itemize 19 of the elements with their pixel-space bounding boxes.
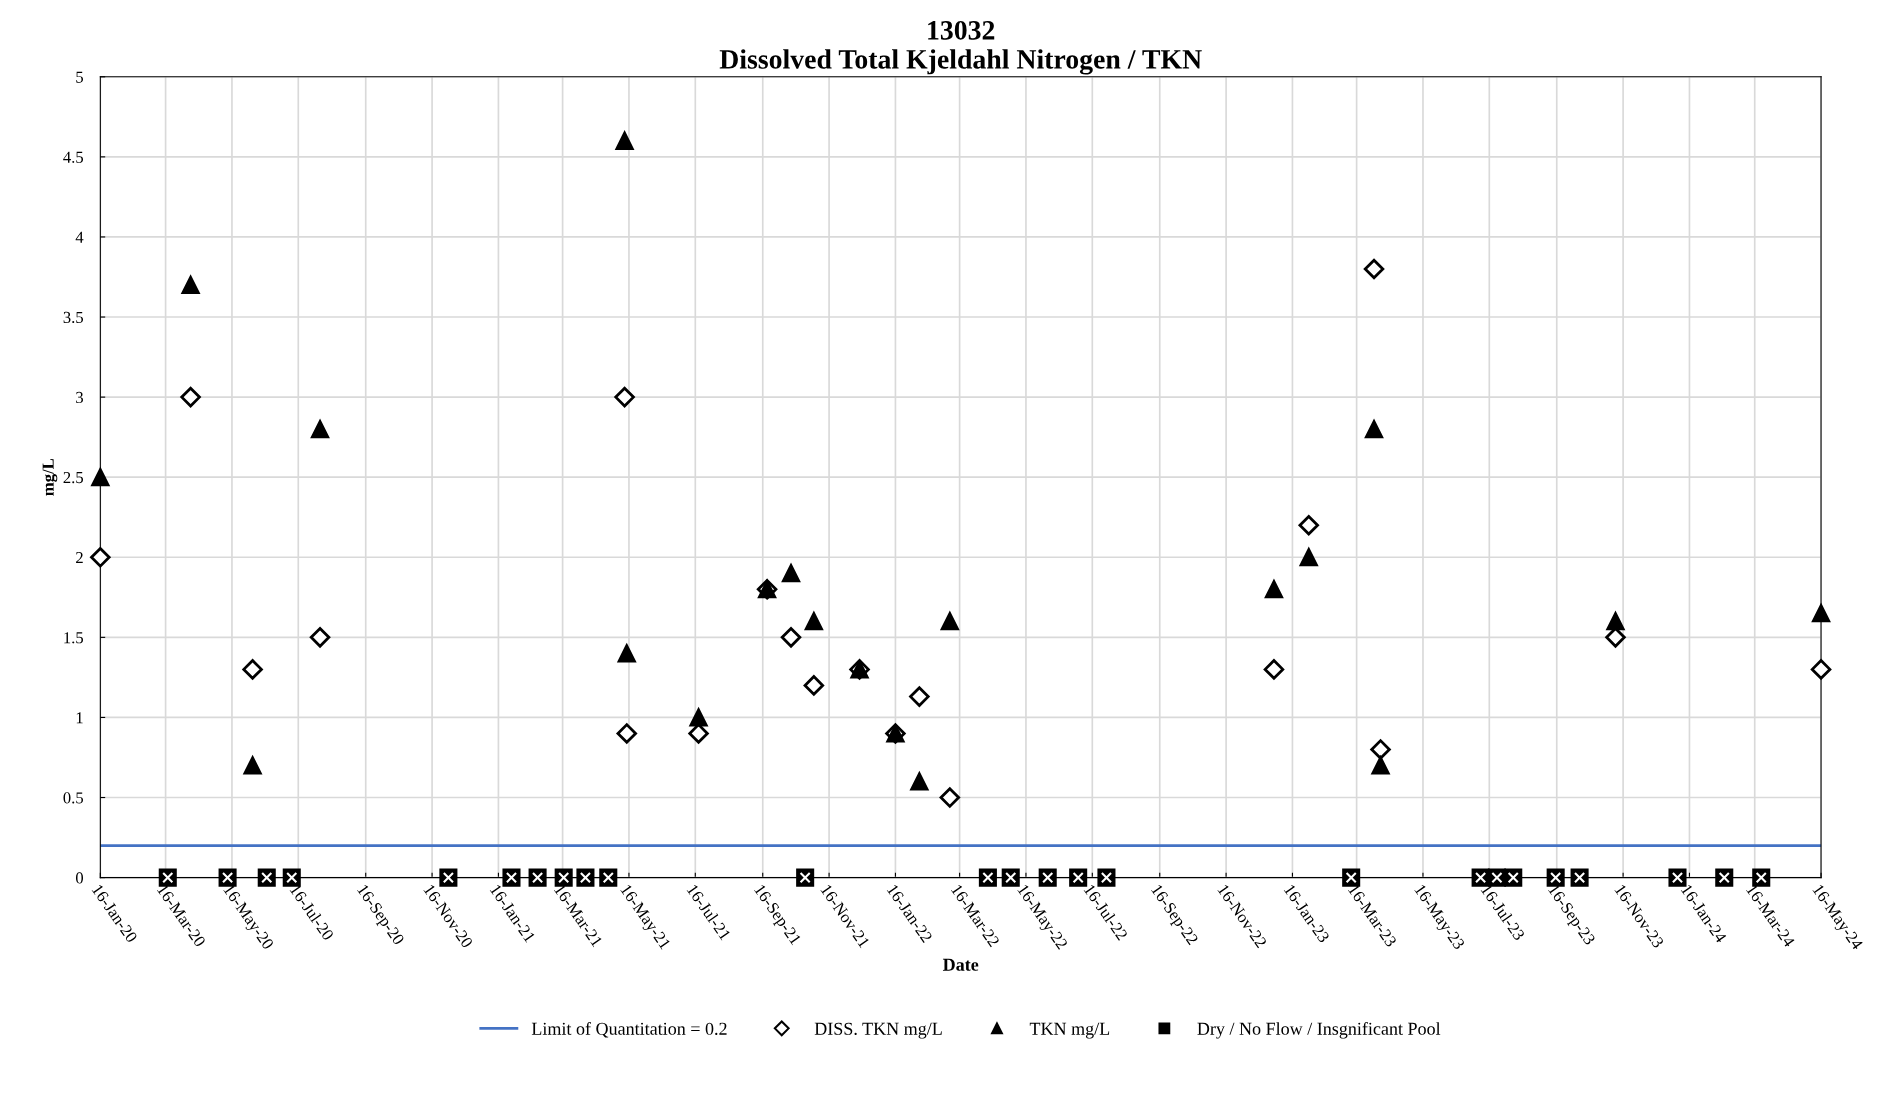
y-axis-title: mg/L [42, 458, 58, 496]
y-tick-label: 0.5 [63, 792, 84, 804]
y-tick-label: 3 [76, 391, 84, 404]
chart-subtitle: Dissolved Total Kjeldahl Nitrogen / TKN [719, 49, 1202, 75]
y-tick-label: 3.5 [63, 311, 84, 324]
y-tick-label: 0 [75, 872, 84, 884]
y-tick-label: 4.5 [63, 151, 84, 163]
y-tick-label: 2.5 [63, 471, 84, 484]
legend-label: DISS. TKN mg/L [814, 1022, 942, 1039]
x-axis-title: Date [942, 958, 979, 971]
y-tick-label: 1 [76, 712, 83, 724]
y-tick-label: 2 [76, 552, 83, 564]
y-tick-label: 4 [75, 231, 84, 243]
legend-label: Limit of Quantitation = 0.2 [531, 1021, 727, 1038]
legend-label: Dry / No Flow / Insgnificant Pool [1197, 1021, 1441, 1039]
legend-label: TKN mg/L [1029, 1022, 1110, 1039]
y-tick-label: 1.5 [64, 632, 84, 644]
chart-title: 13032 [928, 20, 995, 40]
y-tick-label: 5 [76, 71, 84, 83]
